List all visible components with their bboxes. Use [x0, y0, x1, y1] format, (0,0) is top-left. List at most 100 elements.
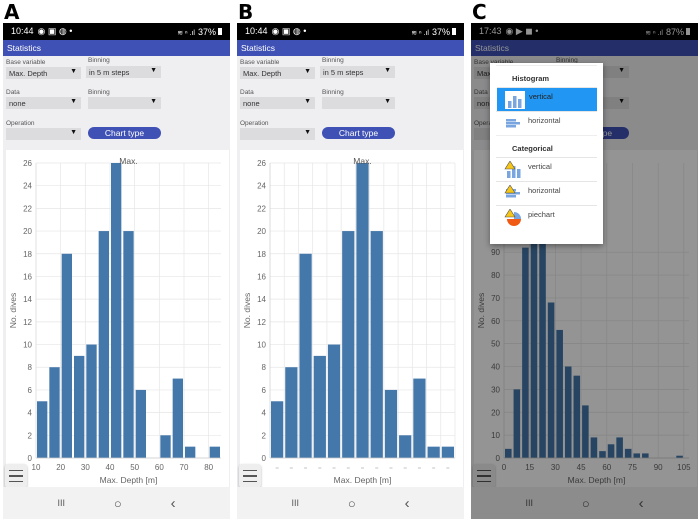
- hamburger-menu-button[interactable]: [239, 464, 261, 488]
- option-label: vertical: [528, 162, 552, 171]
- home-button[interactable]: ○: [347, 495, 356, 511]
- histogram-bar: [522, 247, 529, 458]
- category-bar: [285, 367, 298, 458]
- icon-bar: [517, 169, 521, 178]
- recents-button[interactable]: III: [291, 498, 299, 508]
- histogram-bar: [209, 446, 220, 458]
- y-tick-label: 12: [23, 318, 32, 327]
- back-button[interactable]: ‹: [404, 494, 410, 512]
- dialog-section-title: Categorical: [496, 135, 597, 157]
- dropdown-arrow-icon: ▼: [618, 98, 625, 105]
- x-tick-label: 45: [577, 463, 586, 472]
- y-tick-label: 10: [491, 431, 500, 440]
- hamburger-menu-button[interactable]: [5, 464, 27, 488]
- binning2-select[interactable]: ▼: [88, 97, 161, 109]
- chart-type-button[interactable]: Chart type: [322, 127, 395, 139]
- category-bar: [399, 435, 412, 458]
- menu-line: [477, 475, 491, 477]
- recents-button[interactable]: III: [525, 498, 533, 508]
- back-button[interactable]: ‹: [170, 494, 176, 512]
- hamburger-menu-button[interactable]: [473, 464, 495, 488]
- chart-type-option-categorical-vertical[interactable]: vertical: [496, 157, 597, 181]
- icon-bar: [512, 166, 516, 178]
- y-tick-label: 30: [491, 385, 500, 394]
- binning2-select[interactable]: ▼: [322, 97, 395, 109]
- histogram-bar: [556, 329, 563, 458]
- chart-type-option-histogram-vertical[interactable]: vertical: [497, 87, 597, 111]
- back-button[interactable]: ‹: [638, 494, 644, 512]
- select-value: Max. Depth: [243, 69, 282, 78]
- y-tick-label: 8: [28, 363, 33, 372]
- option-label: horizontal: [528, 116, 561, 125]
- binning-label: Binning: [322, 57, 344, 64]
- chart-type-option-histogram-horizontal[interactable]: horizontal: [496, 111, 597, 135]
- categorical-vertical-warning-icon: [504, 161, 521, 178]
- operation-select[interactable]: ▼: [240, 128, 315, 140]
- y-tick-label: 16: [257, 272, 266, 281]
- status-time: 10:44: [245, 26, 268, 36]
- y-axis-title: No. dives: [242, 293, 252, 328]
- x-tick-label: 30: [81, 463, 90, 472]
- chart-title: Max.: [119, 156, 137, 166]
- binning-select[interactable]: in 5 m steps ▼: [320, 66, 395, 78]
- status-time: 10:44: [11, 26, 34, 36]
- option-label: vertical: [529, 92, 553, 101]
- signal-icons: ≋ ⁿ .ıl: [411, 29, 429, 37]
- y-tick-label: 4: [262, 409, 267, 418]
- x-axis-title: Max. Depth [m]: [334, 475, 392, 485]
- base-variable-select[interactable]: Max. Depth ▼: [240, 67, 315, 79]
- y-tick-label: 20: [491, 408, 500, 417]
- y-tick-label: 10: [23, 341, 32, 350]
- y-tick-label: 26: [257, 159, 266, 168]
- signal-icons: ≋ ⁿ .ıl: [645, 29, 663, 37]
- y-tick-label: 2: [262, 431, 267, 440]
- x-tick-label: 40: [106, 463, 115, 472]
- icon-bar: [506, 122, 520, 125]
- battery-level: 37%: [431, 26, 450, 37]
- histogram-bar: [86, 344, 97, 458]
- binning2-label: Binning: [88, 89, 110, 96]
- status-left: 17:43 ◉ ▶ ◼ •: [479, 26, 538, 37]
- category-bar: [299, 253, 312, 458]
- binning-select[interactable]: in 5 m steps ▼: [86, 66, 161, 78]
- panel-letter: C: [472, 0, 487, 24]
- data-select[interactable]: none ▼: [6, 97, 81, 109]
- category-bar: [370, 231, 383, 458]
- phone-screen: 10:44 ◉ ▣ ◍ • ≋ ⁿ .ıl 37% Statistics Base var…: [237, 23, 464, 519]
- icon-bar: [506, 119, 516, 122]
- home-button[interactable]: ○: [581, 495, 590, 511]
- option-label: piechart: [528, 210, 555, 219]
- histogram-bar: [582, 405, 589, 458]
- pie-slice: [514, 212, 521, 219]
- histogram-bar: [676, 455, 683, 458]
- x-tick-label: 15: [525, 463, 534, 472]
- operation-select[interactable]: ▼: [6, 128, 81, 140]
- icon-bar: [506, 195, 516, 198]
- histogram-bar: [61, 253, 72, 458]
- y-tick-label: 18: [23, 250, 32, 259]
- notification-icons: ◉ ▣ ◍ •: [271, 26, 307, 36]
- x-tick-label: 30: [551, 463, 560, 472]
- histogram-bar: [513, 389, 521, 458]
- x-tick-label: 70: [180, 463, 189, 472]
- recents-button[interactable]: III: [57, 498, 65, 508]
- chart-type-option-categorical-horizontal[interactable]: horizontal: [496, 181, 597, 205]
- histogram-bar: [624, 448, 632, 458]
- data-select[interactable]: none ▼: [240, 97, 315, 109]
- chart-type-button[interactable]: Chart type: [88, 127, 161, 139]
- battery-icon: [452, 27, 456, 35]
- histogram-bar: [539, 206, 546, 458]
- y-tick-label: 4: [28, 409, 33, 418]
- histogram-bar: [172, 378, 183, 458]
- menu-line: [9, 469, 23, 472]
- menu-line: [477, 469, 491, 472]
- category-bar: [313, 355, 326, 458]
- y-tick-label: 8: [262, 363, 267, 372]
- base-variable-select[interactable]: Max. Depth ▼: [6, 67, 81, 79]
- chart-type-option-categorical-piechart[interactable]: piechart: [496, 205, 597, 229]
- home-button[interactable]: ○: [113, 495, 122, 511]
- warning-icon: [504, 209, 516, 218]
- histogram-bar: [547, 302, 555, 458]
- operation-label: Operation: [474, 120, 503, 127]
